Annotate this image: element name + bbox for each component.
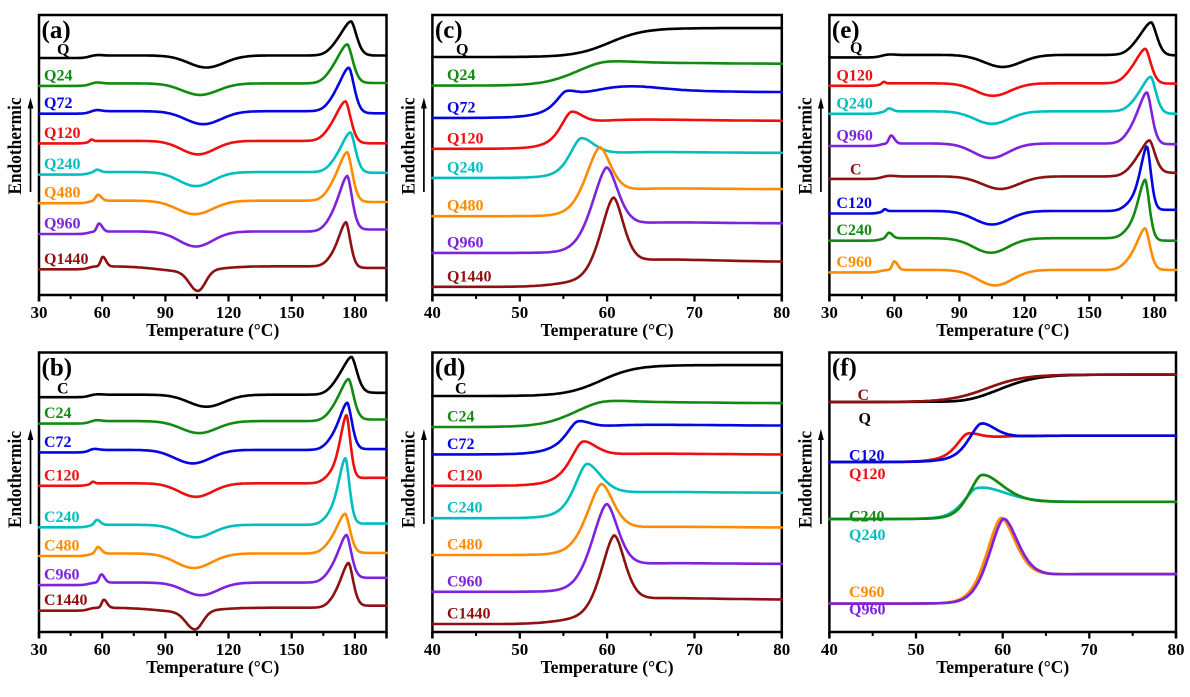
svg-text:Q1440: Q1440 [44,251,88,268]
svg-text:C480: C480 [44,538,80,555]
svg-text:C24: C24 [447,409,475,426]
svg-text:Q480: Q480 [447,198,483,215]
svg-text:70: 70 [686,640,703,659]
svg-text:C120: C120 [447,467,483,484]
svg-text:180: 180 [1142,303,1168,322]
svg-text:C1440: C1440 [44,592,88,609]
svg-text:(e): (e) [832,17,860,44]
svg-text:Q24: Q24 [447,67,475,84]
svg-text:120: 120 [216,303,242,322]
svg-text:Q120: Q120 [447,130,483,147]
svg-text:Endothermic: Endothermic [398,431,419,528]
svg-text:C240: C240 [447,500,483,517]
svg-text:C240: C240 [836,222,872,239]
svg-text:Q240: Q240 [836,95,872,112]
svg-text:C960: C960 [849,584,885,601]
svg-text:C240: C240 [849,509,885,526]
svg-text:50: 50 [511,303,528,322]
svg-text:Q120: Q120 [836,67,872,84]
svg-text:30: 30 [821,303,838,322]
svg-text:Q120: Q120 [849,466,885,483]
svg-text:C: C [858,387,870,404]
svg-text:Q1440: Q1440 [447,268,491,285]
svg-text:(c): (c) [435,17,463,44]
svg-text:40: 40 [424,303,441,322]
svg-text:C: C [455,380,467,397]
svg-text:(b): (b) [42,355,73,382]
svg-text:70: 70 [686,303,703,322]
svg-text:30: 30 [31,640,48,659]
svg-text:Q: Q [57,42,69,59]
svg-text:Endothermic: Endothermic [795,431,816,528]
svg-text:60: 60 [886,303,903,322]
svg-text:80: 80 [773,303,790,322]
svg-text:C960: C960 [447,573,483,590]
svg-text:150: 150 [1077,303,1103,322]
svg-text:Q72: Q72 [447,99,475,116]
svg-text:Q72: Q72 [44,95,72,112]
svg-text:Q: Q [850,40,862,57]
svg-text:Q24: Q24 [44,67,72,84]
svg-text:(a): (a) [42,17,71,44]
svg-text:30: 30 [31,303,48,322]
svg-text:Q960: Q960 [849,602,885,619]
svg-text:120: 120 [216,640,242,659]
svg-text:C120: C120 [836,195,872,212]
svg-text:120: 120 [1012,303,1038,322]
svg-text:60: 60 [599,303,616,322]
svg-text:C24: C24 [44,405,72,422]
svg-text:80: 80 [1168,640,1185,659]
svg-text:Q: Q [456,41,468,58]
svg-text:Q960: Q960 [44,216,80,233]
svg-text:C480: C480 [447,537,483,554]
svg-text:Q: Q [859,411,871,428]
svg-text:Q120: Q120 [44,125,80,142]
svg-text:60: 60 [94,640,111,659]
svg-text:50: 50 [908,640,925,659]
svg-text:90: 90 [157,640,174,659]
svg-text:150: 150 [279,640,305,659]
svg-text:40: 40 [424,640,441,659]
svg-text:Temperature (°C): Temperature (°C) [936,320,1069,340]
svg-text:Q960: Q960 [447,234,483,251]
svg-text:Q240: Q240 [44,156,80,173]
svg-text:60: 60 [599,640,616,659]
svg-text:150: 150 [279,303,305,322]
svg-text:90: 90 [157,303,174,322]
svg-text:Q480: Q480 [44,185,80,202]
svg-text:Endothermic: Endothermic [5,98,26,195]
svg-text:60: 60 [994,640,1011,659]
svg-text:Temperature (°C): Temperature (°C) [146,320,279,340]
svg-text:C: C [850,161,862,178]
svg-text:(f): (f) [832,355,857,382]
svg-text:Endothermic: Endothermic [398,98,419,195]
svg-text:Q240: Q240 [447,159,483,176]
svg-text:(d): (d) [435,355,466,382]
svg-text:Endothermic: Endothermic [795,98,816,195]
svg-text:90: 90 [951,303,968,322]
svg-text:50: 50 [511,640,528,659]
svg-text:Endothermic: Endothermic [5,431,26,528]
svg-text:C72: C72 [447,436,475,453]
svg-text:60: 60 [94,303,111,322]
svg-text:C1440: C1440 [447,606,491,623]
svg-text:Q240: Q240 [849,527,885,544]
svg-text:C960: C960 [44,567,80,584]
svg-text:C240: C240 [44,509,80,526]
svg-text:C120: C120 [849,448,885,465]
svg-text:180: 180 [342,303,368,322]
svg-text:C: C [57,381,69,398]
svg-text:C960: C960 [836,254,872,271]
svg-text:Temperature (°C): Temperature (°C) [541,657,674,677]
svg-text:40: 40 [821,640,838,659]
svg-text:Q960: Q960 [836,128,872,145]
svg-text:70: 70 [1081,640,1098,659]
svg-text:180: 180 [342,640,368,659]
svg-text:Temperature (°C): Temperature (°C) [936,657,1069,677]
svg-text:80: 80 [773,640,790,659]
svg-text:Temperature (°C): Temperature (°C) [146,657,279,677]
svg-text:C72: C72 [44,434,72,451]
svg-text:Temperature (°C): Temperature (°C) [541,320,674,340]
svg-text:C120: C120 [44,467,80,484]
